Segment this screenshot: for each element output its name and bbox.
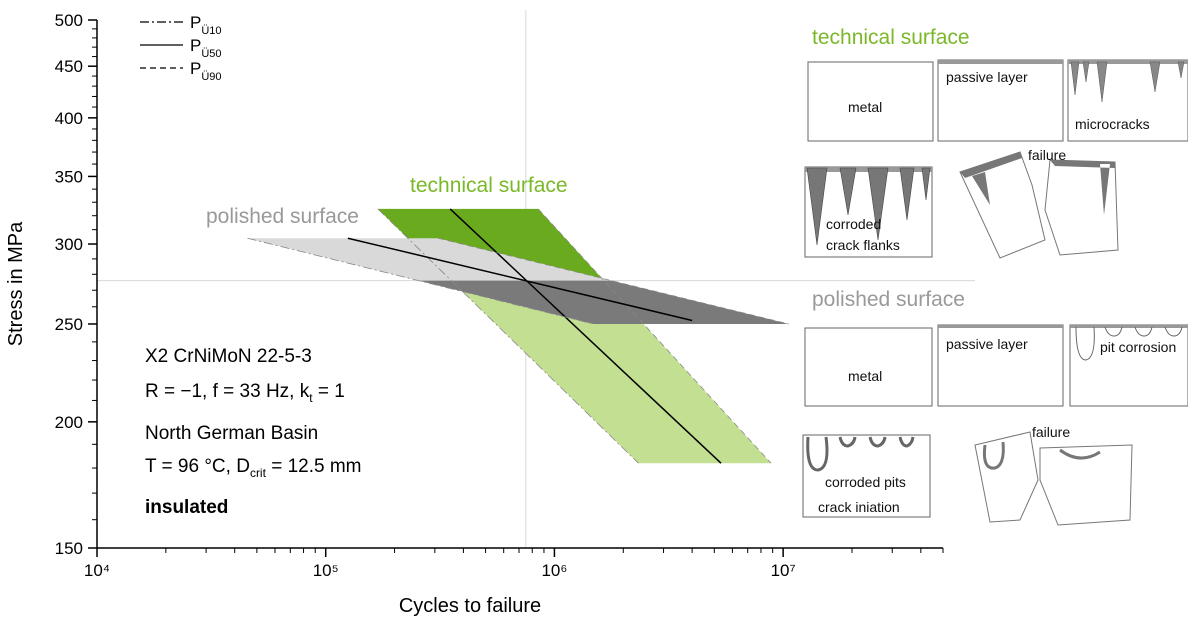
label: metal: [848, 99, 882, 115]
legend-label: PÜ50: [190, 36, 222, 60]
legend-label: PÜ90: [190, 59, 222, 83]
annotation: R = −1, f = 33 Hz, kt = 1: [145, 381, 345, 405]
legend-symbol: P: [190, 13, 201, 32]
y-tick-label: 450: [55, 57, 83, 76]
legend-subscript: Ü10: [201, 25, 221, 37]
x-axis-label: Cycles to failure: [399, 595, 541, 617]
y-tick-label: 400: [55, 109, 83, 128]
y-tick-label: 200: [55, 413, 83, 432]
y-axis-label: Stress in MPa: [5, 221, 27, 346]
x-tick-label: 10⁷: [771, 561, 796, 580]
label: failure: [1028, 147, 1066, 163]
annotation: T = 96 °C, Dcrit = 12.5 mm: [145, 456, 362, 480]
x-tick-label: 10⁴: [84, 561, 110, 580]
schematic-title: technical surface: [812, 26, 970, 49]
annotation-text: insulated: [145, 497, 228, 518]
y-tick-label: 150: [55, 539, 83, 558]
annotation-text: X2 CrNiMoN 22-5-3: [145, 346, 312, 367]
y-tick-label: 250: [55, 315, 83, 334]
legend-symbol: P: [190, 36, 201, 55]
y-tick-label: 500: [55, 11, 83, 30]
y-tick-label: 350: [55, 167, 83, 186]
box: [1070, 325, 1188, 406]
annotation-text: North German Basin: [145, 423, 318, 444]
legend-label: PÜ10: [190, 13, 222, 37]
annotation: insulated: [145, 497, 228, 518]
annotation-text: T = 96 °C, D: [145, 456, 250, 477]
legend-subscript: Ü50: [201, 48, 221, 60]
annotation: North German Basin: [145, 423, 318, 444]
layer: [938, 60, 1063, 64]
label: failure: [1032, 424, 1070, 440]
legend-subscript: Ü90: [201, 71, 221, 83]
technical-schematic: technical surface metal passive layer mi…: [805, 26, 1188, 258]
x-tick-label: 10⁶: [541, 561, 567, 580]
layer: [1070, 325, 1188, 328]
legend-symbol: P: [190, 59, 201, 78]
annotation-text: = 1: [313, 381, 345, 402]
y-tick-label: 300: [55, 235, 83, 254]
label: pit corrosion: [1100, 339, 1176, 355]
label: passive layer: [946, 336, 1028, 352]
x-tick-label: 10⁵: [313, 561, 339, 580]
label: microcracks: [1075, 116, 1150, 132]
schematic-title: polished surface: [812, 288, 965, 311]
box: [805, 328, 932, 406]
layer: [938, 325, 1063, 328]
band-label: technical surface: [410, 174, 568, 197]
annotation: X2 CrNiMoN 22-5-3: [145, 346, 312, 367]
label: crack flanks: [826, 237, 900, 253]
label: corroded pits: [825, 474, 906, 490]
label: corroded: [826, 216, 881, 232]
band-label: polished surface: [206, 205, 359, 228]
band-line: [450, 209, 721, 463]
figure: technical surface polished surface 150 200 2…: [0, 0, 1188, 629]
label: metal: [848, 368, 882, 384]
annotation-text: = 12.5 mm: [266, 456, 362, 477]
label: passive layer: [946, 69, 1028, 85]
label: crack iniation: [818, 499, 900, 515]
polished-schematic: polished surface metal passive layer pit…: [803, 288, 1188, 525]
annotation-text: R = −1, f = 33 Hz, k: [145, 381, 310, 402]
annotation-subscript: crit: [250, 466, 267, 480]
